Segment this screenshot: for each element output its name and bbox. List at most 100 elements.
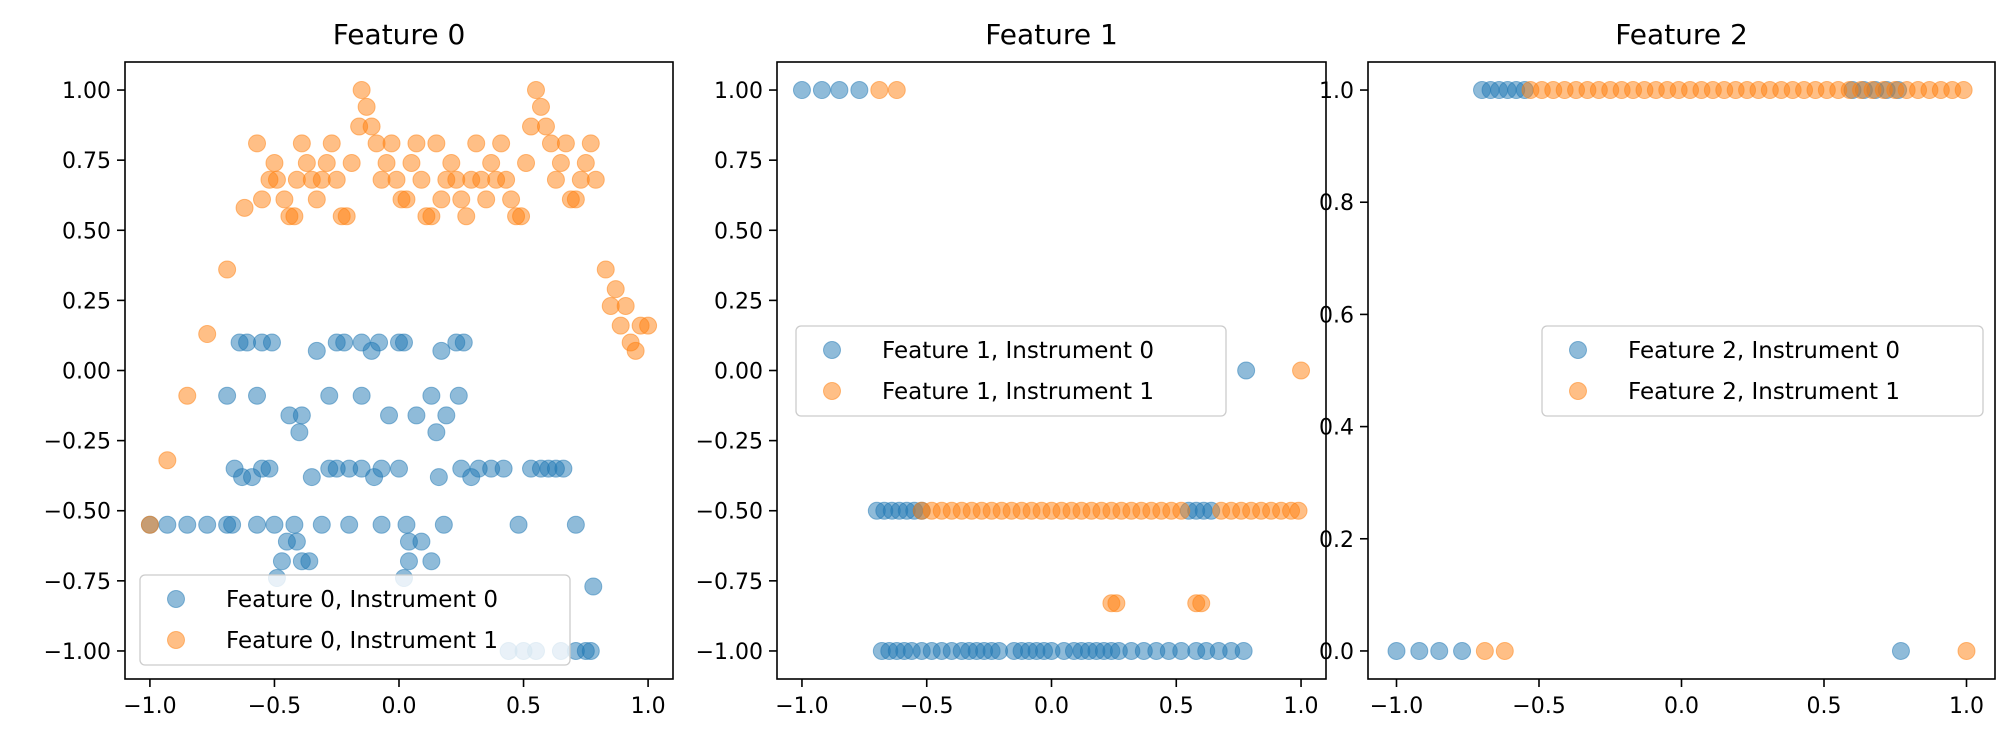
y-tick-label: 0.8: [1319, 191, 1354, 216]
y-tick-label: 0.4: [1319, 416, 1354, 441]
scatter-point-series-0: [218, 386, 237, 405]
scatter-point-series-1: [467, 134, 486, 153]
scatter-point-series-0: [792, 81, 811, 100]
x-tick-label: 1.0: [1949, 694, 1984, 719]
scatter-point-series-1: [497, 170, 516, 189]
scatter-point-series-1: [407, 134, 426, 153]
scatter-point-series-1: [140, 515, 159, 534]
scatter-point-series-1: [357, 97, 376, 116]
y-tick-label: −0.50: [44, 500, 111, 525]
y-tick-label: 1.00: [714, 79, 763, 104]
y-tick-label: −0.75: [696, 570, 763, 595]
chart-title: Feature 1: [985, 18, 1118, 51]
scatter-point-series-0: [1234, 641, 1253, 660]
scatter-point-series-0: [412, 532, 431, 551]
scatter-point-series-0: [422, 386, 441, 405]
scatter-point-series-0: [554, 459, 573, 478]
scatter-point-series-0: [397, 515, 416, 534]
scatter-point-series-0: [370, 333, 389, 352]
legend-label: Feature 0, Instrument 0: [226, 587, 498, 613]
scatter-point-series-0: [248, 386, 267, 405]
y-tick-label: 0.00: [714, 360, 763, 385]
scatter-point-series-0: [1410, 641, 1429, 660]
x-tick-label: −1.0: [123, 694, 176, 719]
scatter-point-series-0: [566, 515, 585, 534]
scatter-point-series-0: [340, 515, 359, 534]
scatter-point-series-0: [394, 333, 413, 352]
scatter-point-series-0: [198, 515, 217, 534]
legend-marker: [167, 590, 185, 608]
legend: Feature 0, Instrument 0 Feature 0, Instru…: [139, 574, 571, 666]
scatter-point-series-1: [442, 153, 461, 172]
scatter-point-series-0: [422, 552, 441, 571]
scatter-point-series-1: [402, 153, 421, 172]
scatter-point-series-0: [584, 577, 603, 596]
scatter-point-series-0: [265, 515, 284, 534]
legend: Feature 1, Instrument 0 Feature 1, Instru…: [795, 325, 1227, 417]
scatter-point-series-0: [223, 515, 242, 534]
scatter-point-series-0: [302, 468, 321, 487]
scatter-point-series-1: [377, 153, 396, 172]
scatter-point-series-1: [387, 170, 406, 189]
x-tick-label: −1.0: [775, 694, 828, 719]
legend-label: Feature 2, Instrument 0: [1628, 338, 1900, 364]
scatter-points: [1387, 81, 1976, 660]
scatter-point-series-1: [566, 190, 585, 209]
scatter-point-series-1: [492, 134, 511, 153]
scatter-point-series-1: [581, 134, 600, 153]
scatter-point-series-1: [422, 207, 441, 226]
legend-label: Feature 0, Instrument 1: [226, 628, 498, 654]
legend-marker: [823, 382, 841, 400]
scatter-point-series-1: [412, 170, 431, 189]
y-tick-label: −0.25: [696, 430, 763, 455]
scatter-point-series-1: [626, 341, 645, 360]
scatter-point-series-1: [1495, 641, 1514, 660]
legend-box: [795, 325, 1227, 417]
x-tick-label: 1.0: [1284, 694, 1319, 719]
x-tick-label: 0.0: [1664, 694, 1699, 719]
y-tick-label: 0.2: [1319, 528, 1354, 553]
scatter-point-series-1: [427, 134, 446, 153]
scatter-point-series-1: [870, 81, 889, 100]
y-tick-label: 0.00: [62, 360, 111, 385]
scatter-point-series-1: [1957, 641, 1976, 660]
scatter-point-series-1: [517, 153, 536, 172]
scatter-point-series-0: [320, 386, 339, 405]
scatter-point-series-1: [362, 117, 381, 136]
scatter-point-series-0: [830, 81, 849, 100]
scatter-point-series-1: [307, 190, 326, 209]
legend-label: Feature 2, Instrument 1: [1628, 379, 1900, 405]
x-tick-label: 0.0: [1034, 694, 1069, 719]
scatter-point-series-1: [457, 207, 476, 226]
scatter-point-series-1: [337, 207, 356, 226]
scatter-point-series-0: [1430, 641, 1449, 660]
scatter-point-series-0: [287, 532, 306, 551]
legend-box: [139, 574, 571, 666]
scatter-point-series-0: [292, 406, 311, 425]
x-tick-label: −1.0: [1370, 694, 1423, 719]
y-tick-label: −0.25: [44, 430, 111, 455]
x-tick-label: 0.5: [1159, 694, 1194, 719]
scatter-point-series-1: [218, 260, 237, 279]
scatter-point-series-1: [482, 153, 501, 172]
scatter-point-series-1: [887, 81, 906, 100]
scatter-point-series-1: [536, 117, 555, 136]
legend-marker: [167, 631, 185, 649]
y-tick-label: 0.6: [1319, 303, 1354, 328]
scatter-point-series-0: [262, 333, 281, 352]
y-tick-label: 0.50: [714, 219, 763, 244]
legend-label: Feature 1, Instrument 0: [882, 338, 1154, 364]
scatter-point-series-1: [198, 325, 217, 344]
chart-title: Feature 0: [333, 18, 466, 51]
scatter-point-series-1: [1954, 81, 1973, 100]
chart-panel-1: Feature 1 −1.0 −0.5 0.0 0.5 1.0 −1.00 −0.75 −0.5…: [696, 18, 1327, 719]
scatter-point-series-0: [312, 515, 331, 534]
x-tick-label: 0.0: [382, 694, 417, 719]
scatter-point-series-0: [429, 468, 448, 487]
chart-panel-2: Feature 2 −1.0 −0.5 0.0 0.5 1.0 0.0 0.2 0.4 0.6 0.…: [1319, 18, 1996, 719]
x-tick-label: −0.5: [1512, 694, 1565, 719]
scatter-point-series-0: [581, 641, 600, 660]
scatter-point-series-1: [322, 134, 341, 153]
scatter-point-series-0: [990, 641, 1009, 660]
chart-panel-0: Feature 0 −1.0 −0.5 0.0 0.5 1.0 −1.00 −0.75 −0.5…: [44, 18, 674, 719]
